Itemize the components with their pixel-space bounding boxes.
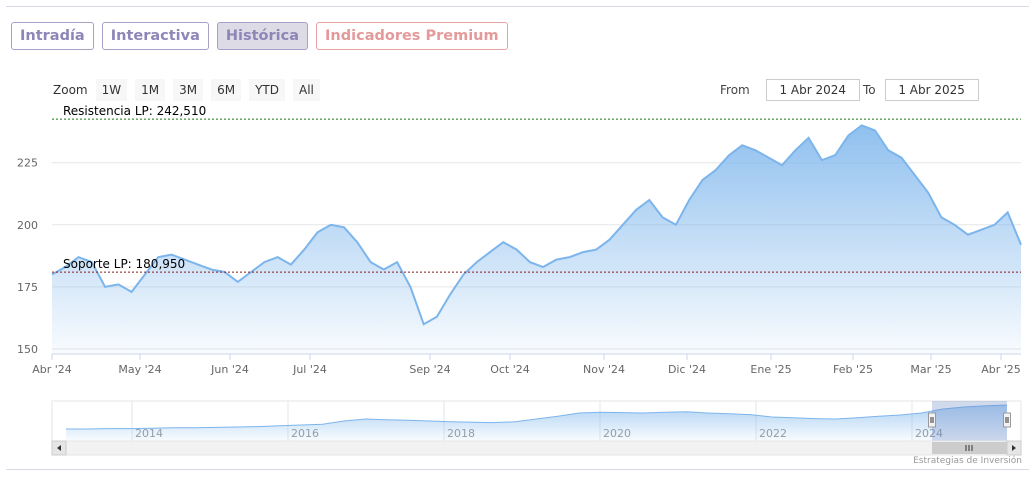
x-tick-label: Jul '24: [292, 363, 327, 376]
scrollbar[interactable]: [51, 440, 1022, 456]
navigator-right-handle[interactable]: [1003, 412, 1011, 428]
scroll-right-arrow-icon: [1012, 445, 1016, 451]
zoom-1m-button[interactable]: 1M: [135, 79, 166, 101]
scrollbar-track[interactable]: [51, 440, 1022, 456]
scroll-left-arrow-icon: [57, 445, 61, 451]
date-range-from: From: [720, 79, 860, 101]
x-tick-label: Abr '24: [32, 363, 72, 376]
x-tick-label: Oct '24: [490, 363, 530, 376]
zoom-6m-button[interactable]: 6M: [211, 79, 242, 101]
x-tick-label: Abr '25: [981, 363, 1021, 376]
x-tick-label: Jun '24: [210, 363, 249, 376]
navigator-line: [66, 404, 1008, 430]
tab-historica[interactable]: Histórica: [216, 22, 309, 50]
from-label: From: [720, 83, 750, 97]
tab-interactiva[interactable]: Interactiva: [101, 22, 209, 50]
y-tick-label: 175: [17, 281, 38, 294]
chart-credits[interactable]: Estrategias de Inversión: [913, 456, 1022, 466]
zoom-1w-button[interactable]: 1W: [95, 79, 128, 101]
tab-indicadores-premium[interactable]: Indicadores Premium: [316, 22, 508, 50]
x-tick-label: Dic '24: [668, 363, 706, 376]
x-tick-label: May '24: [118, 363, 161, 376]
y-tick-label: 150: [17, 343, 38, 356]
from-date-input[interactable]: [765, 79, 860, 101]
bottom-divider: [6, 469, 1029, 470]
tab-intradia[interactable]: Intradía: [11, 22, 94, 50]
y-tick-label: 225: [17, 157, 38, 170]
navigator-area: [66, 405, 1007, 441]
navigator-selection[interactable]: [932, 401, 1007, 441]
x-tick-label: Ene '25: [750, 363, 791, 376]
y-tick-label: 200: [17, 219, 38, 232]
top-divider: [6, 6, 1029, 7]
price-area: [52, 125, 1021, 355]
navigator-left-handle[interactable]: [928, 412, 936, 428]
annotation-label: Soporte LP: 180,950: [63, 257, 185, 271]
price-line: [51, 124, 1022, 326]
zoom-all-button[interactable]: All: [293, 79, 320, 101]
date-range-to: To: [863, 79, 979, 101]
to-label: To: [863, 83, 876, 97]
x-tick-label: Sep '24: [409, 363, 450, 376]
to-date-input[interactable]: [884, 79, 979, 101]
y-axis: 150 175 200 225: [17, 157, 38, 356]
x-tick-label: Mar '25: [910, 363, 951, 376]
annotations: Resistencia LP: 242,510 Soporte LP: 180,9…: [52, 104, 1021, 273]
x-tick-label: Feb '25: [833, 363, 873, 376]
annotation-label: Resistencia LP: 242,510: [63, 104, 206, 118]
navigator: 201420162018202020222024: [51, 400, 1022, 442]
zoom-ytd-button[interactable]: YTD: [249, 79, 285, 101]
zoom-3m-button[interactable]: 3M: [173, 79, 204, 101]
zoom-selector: Zoom 1W 1M 3M 6M YTD All: [53, 79, 328, 101]
x-axis: Abr '24 May '24 Jun '24 Jul '24 Sep '24 Oct '…: [32, 354, 1021, 376]
x-tick-label: Nov '24: [583, 363, 625, 376]
zoom-label: Zoom: [53, 83, 88, 97]
view-tabs: Intradía Interactiva Histórica Indicador…: [11, 22, 508, 50]
